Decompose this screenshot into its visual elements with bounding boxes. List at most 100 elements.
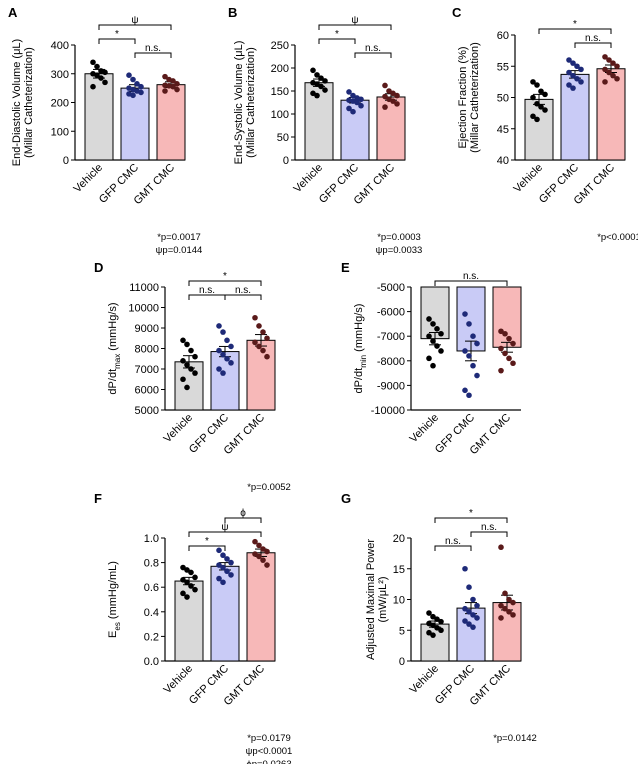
data-point [138, 83, 144, 90]
y-axis-label: End-Diastolic Volume (μL) (Millar Cathete… [11, 39, 35, 166]
data-point [466, 321, 472, 327]
data-point [510, 340, 516, 347]
data-point [606, 57, 612, 63]
data-point [180, 358, 186, 364]
data-point [466, 584, 472, 590]
data-point [602, 66, 608, 73]
data-point [566, 69, 572, 76]
y-tick-label: -8000 [377, 356, 405, 368]
data-point [606, 69, 612, 76]
data-point [462, 311, 468, 317]
data-point [256, 343, 262, 350]
data-point [94, 72, 100, 78]
y-axis-label: dP/dtmax (mmHg/s) [107, 302, 122, 394]
data-point [220, 552, 226, 559]
data-point [430, 338, 436, 344]
category-label: Vehicle [162, 663, 196, 697]
data-point [264, 548, 270, 555]
panel-a: A 0 100 200 300 400 End-Diastolic Volume (μL)(… [8, 5, 202, 256]
data-point [466, 353, 472, 359]
data-point [382, 82, 388, 89]
y-label-line: (Millar Catheterization) [23, 47, 35, 158]
data-point [426, 355, 432, 362]
data-point [570, 72, 576, 79]
data-point [350, 108, 356, 115]
data-point [470, 612, 476, 618]
y-tick-label: -5000 [377, 282, 405, 294]
p-value-footnote: *p=0.0052 [247, 482, 291, 493]
data-point [90, 83, 96, 90]
data-point [578, 79, 584, 85]
significance-label: n.s. [585, 33, 601, 44]
bar-vehicle [84, 73, 114, 161]
y-label-line: dP/dtmin (mmHg/s) [353, 304, 368, 394]
significance-bracket [188, 280, 262, 286]
y-tick-label: 0.0 [144, 656, 159, 668]
category-label: Vehicle [72, 162, 106, 196]
data-point [474, 602, 480, 609]
data-point [264, 562, 270, 568]
data-point [534, 100, 540, 107]
data-point [322, 78, 328, 84]
data-point [474, 615, 480, 621]
significance-label: * [205, 536, 209, 547]
data-point [578, 66, 584, 73]
data-point [180, 590, 186, 597]
data-point [162, 88, 168, 94]
y-label-line: (Millar Catheterization) [245, 47, 257, 158]
panel-letter: D [94, 260, 103, 275]
data-point [220, 351, 226, 358]
panel-d: D 5000 6000 7000 8000 9000 10000 11000 dP/dtmax … [94, 260, 291, 493]
data-point [264, 353, 270, 360]
data-point [438, 618, 444, 625]
significance-bracket [134, 52, 172, 58]
y-tick-label: 100 [51, 126, 69, 138]
bar-gmt-cmc [156, 84, 186, 161]
y-label-main: dP/dt [353, 368, 365, 394]
significance-label: n.s. [199, 285, 215, 296]
data-point [216, 347, 222, 354]
y-label-unit: (mmHg/s) [107, 302, 119, 353]
panel-letter: C [452, 5, 462, 20]
bar-gfp-cmc [340, 99, 370, 161]
significance-bracket [354, 52, 392, 58]
data-point [542, 91, 548, 98]
data-point [534, 82, 540, 88]
significance-bracket [188, 531, 262, 537]
significance-bracket [538, 28, 612, 34]
data-point [180, 564, 186, 571]
data-point [354, 99, 360, 106]
data-point [498, 544, 504, 551]
p-value-footnote: *p=0.0017 [157, 232, 201, 243]
data-point [426, 316, 432, 322]
y-label-line: Ees (mmHg/mL) [107, 561, 122, 638]
data-point [430, 622, 436, 629]
panel-g: G 0 5 10 15 20 Adjusted Maximal Power (mW/μL²) V… [341, 491, 537, 744]
data-point [466, 621, 472, 627]
data-point [502, 590, 508, 597]
data-point [502, 350, 508, 357]
significance-bracket [188, 545, 226, 551]
data-point [184, 341, 190, 348]
data-point [498, 602, 504, 609]
data-point [530, 94, 536, 101]
bar-gmt-cmc [596, 68, 626, 161]
data-point [426, 333, 432, 340]
data-point [180, 337, 186, 344]
y-tick-label: 5000 [135, 405, 159, 417]
y-label-sub: es [113, 622, 122, 630]
data-point [434, 616, 440, 622]
data-point [318, 75, 324, 81]
panel-b: B 0 50 100 150 200 250 End-Systolic Volume (μL)… [228, 5, 422, 256]
bar-vehicle [524, 98, 554, 161]
y-tick-label: 9000 [135, 323, 159, 335]
significance-bracket [318, 38, 356, 44]
significance-bracket [434, 517, 508, 523]
panel-letter: E [341, 260, 350, 275]
y-tick-label: 200 [271, 63, 289, 75]
p-value-footnote: ϕp=0.0263 [246, 759, 291, 764]
significance-bracket [224, 294, 262, 300]
y-tick-label: 15 [393, 564, 405, 576]
data-point [102, 79, 108, 86]
